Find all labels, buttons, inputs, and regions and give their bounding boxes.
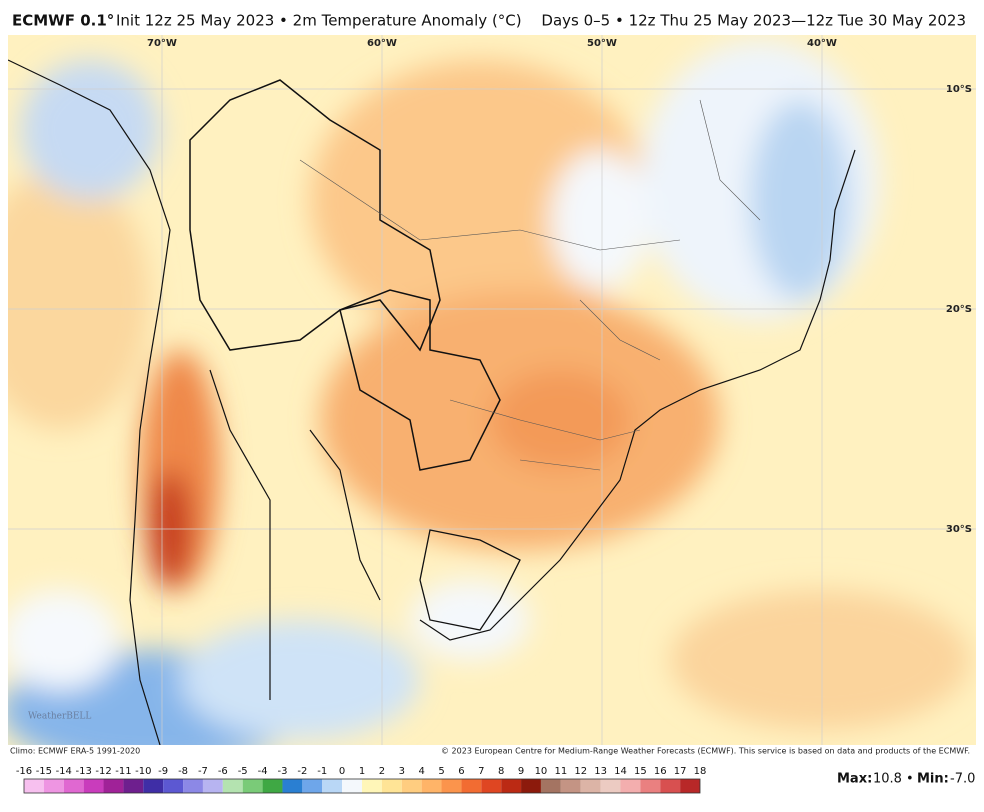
colorbar-swatch: [24, 779, 44, 793]
colorbar-swatch: [362, 779, 382, 793]
colorbar-swatch: [83, 779, 104, 793]
colorbar-label: 18: [694, 766, 707, 777]
colorbar-swatch: [163, 779, 184, 793]
lon-label: 50°W: [587, 38, 617, 49]
colorbar-label: 9: [518, 766, 524, 777]
colorbar-swatch: [143, 779, 164, 793]
colorbar-label: -4: [258, 766, 268, 777]
map: [8, 35, 976, 745]
colorbar-label: -15: [36, 766, 52, 777]
colorbar-swatch: [421, 779, 442, 793]
colorbar-swatch: [620, 779, 641, 793]
colorbar-swatch: [600, 779, 621, 793]
colorbar-label: 6: [458, 766, 464, 777]
colorbar-swatch: [282, 779, 303, 793]
climo: Climo: ECMWF ERA-5 1991-2020: [10, 747, 140, 756]
lat-label: 30°S: [946, 524, 972, 535]
colorbar-label: -6: [218, 766, 228, 777]
colorbar-swatch: [262, 779, 283, 793]
colorbar-swatch: [640, 779, 661, 793]
colorbar-label: -11: [115, 766, 131, 777]
max-value: 10.8: [873, 772, 902, 787]
colorbar-label: -12: [95, 766, 111, 777]
colorbar-swatch: [660, 779, 681, 793]
colorbar-swatch: [63, 779, 84, 793]
colorbar-label: 5: [438, 766, 444, 777]
colorbar-swatch: [222, 779, 243, 793]
colorbar-swatch: [381, 779, 402, 793]
colorbar-swatch: [580, 779, 601, 793]
lon-label: 40°W: [807, 38, 837, 49]
colorbar-label: 7: [478, 766, 484, 777]
colorbar-swatch: [43, 779, 64, 793]
colorbar-swatch: [322, 779, 343, 793]
colorbar-swatch: [540, 779, 561, 793]
lat-label: 10°S: [946, 84, 972, 95]
colorbar-swatch: [302, 779, 323, 793]
colorbar-label: 14: [614, 766, 627, 777]
separator: •: [906, 772, 914, 787]
colorbar-label: -13: [75, 766, 91, 777]
colorbar-swatch: [242, 779, 263, 793]
colorbar-swatch: [521, 779, 541, 793]
colorbar-swatch: [501, 779, 522, 793]
colorbar-label: 10: [535, 766, 548, 777]
copyright: © 2023 European Centre for Medium-Range …: [441, 747, 970, 756]
colorbar-swatch: [401, 779, 422, 793]
map-labels: 70°W 60°W 50°W 40°W 10°S 20°S 30°S: [147, 38, 972, 535]
colorbar-swatch: [202, 779, 223, 793]
colorbar-label: 13: [594, 766, 607, 777]
colorbar-swatch: [183, 779, 203, 793]
description: Init 12z 25 May 2023 • 2m Temperature An…: [116, 12, 522, 30]
colorbar-swatch: [103, 779, 124, 793]
colorbar-label: -10: [135, 766, 151, 777]
colorbar-label: -8: [178, 766, 188, 777]
colorbar-label: 17: [674, 766, 687, 777]
colorbar-swatch: [680, 779, 700, 793]
colorbar-label: 2: [379, 766, 385, 777]
colorbar-swatch: [481, 779, 502, 793]
colorbar-label: -5: [238, 766, 248, 777]
colorbar-label: -2: [297, 766, 307, 777]
colorbar-frame: [23, 778, 701, 794]
colorbar-swatch: [441, 779, 462, 793]
valid-time: Days 0–5 • 12z Thu 25 May 2023—12z Tue 3…: [541, 12, 966, 30]
colorbar-label: -7: [198, 766, 208, 777]
colorbar-label: 11: [554, 766, 567, 777]
min-value: -7.0: [950, 772, 975, 787]
colorbar-label: 12: [574, 766, 587, 777]
colorbar-label: 0: [339, 766, 345, 777]
colorbar-swatch: [342, 779, 362, 793]
colorbar-swatch: [461, 779, 482, 793]
model: ECMWF 0.1°: [12, 12, 114, 30]
colorbar-label: 1: [359, 766, 365, 777]
colorbar-swatch: [123, 779, 144, 793]
colorbar-label: 3: [399, 766, 405, 777]
colorbar-label: -16: [16, 766, 32, 777]
colorbar-label: -3: [277, 766, 287, 777]
colorbar-label: -1: [317, 766, 327, 777]
lat-label: 20°S: [946, 304, 972, 315]
min-label: Min:: [917, 772, 949, 787]
colorbar-swatch: [560, 779, 581, 793]
max-label: Max:: [837, 772, 872, 787]
colorbar-label: 16: [654, 766, 667, 777]
colorbar-label: -14: [56, 766, 72, 777]
colorbar-label: 8: [498, 766, 504, 777]
watermark: WeatherBELL: [28, 712, 91, 722]
lon-label: 60°W: [367, 38, 397, 49]
colorbar-label: -9: [158, 766, 168, 777]
colorbar: -16 -15 -14 -13 -12 -11 -10 -9 -8 -7 -6 -5 -4 -3 -2 -1 0…: [16, 766, 707, 794]
colorbar-label: 15: [634, 766, 647, 777]
colorbar-label: 4: [418, 766, 424, 777]
lon-label: 70°W: [147, 38, 177, 49]
